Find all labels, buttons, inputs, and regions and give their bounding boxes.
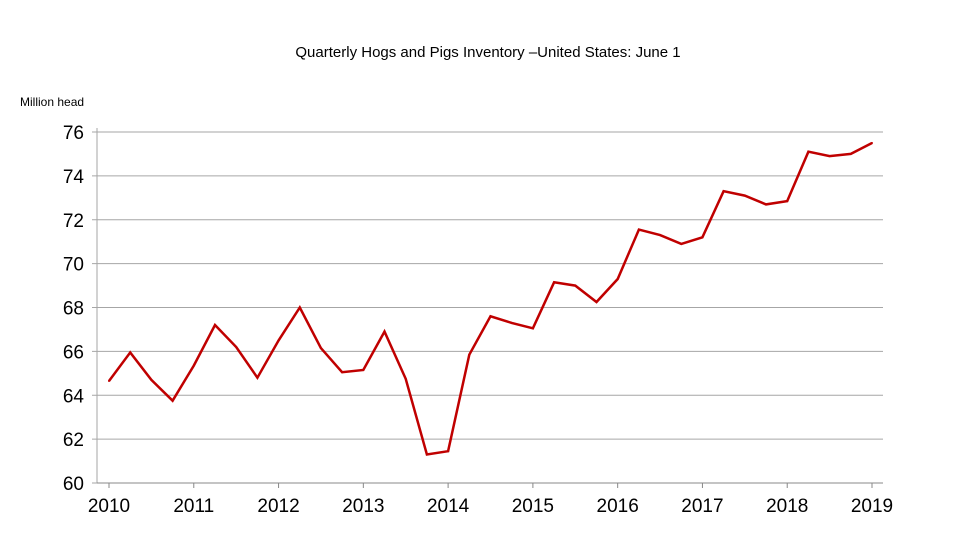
- data-point: [616, 277, 619, 280]
- x-tick-label: 2014: [427, 496, 470, 517]
- y-tick-label: 72: [63, 211, 84, 232]
- x-tick-label: 2012: [257, 496, 299, 517]
- data-point: [807, 150, 810, 153]
- data-point: [489, 315, 492, 318]
- y-tick-label: 68: [63, 299, 84, 320]
- y-tick-label: 70: [63, 255, 84, 276]
- x-tick-label: 2015: [512, 496, 554, 517]
- data-point: [256, 376, 259, 379]
- data-point: [743, 194, 746, 197]
- data-point: [637, 228, 640, 231]
- data-point: [701, 236, 704, 239]
- data-point: [871, 141, 873, 144]
- data-point: [362, 369, 365, 372]
- data-point: [786, 200, 789, 203]
- x-tick-label: 2011: [173, 496, 214, 517]
- y-tick-label: 66: [63, 342, 84, 363]
- data-point: [383, 330, 386, 333]
- data-point: [341, 371, 344, 374]
- y-tick-label: 62: [63, 430, 84, 451]
- data-point: [319, 347, 322, 350]
- data-point: [235, 345, 238, 348]
- data-point: [404, 377, 407, 380]
- data-point: [192, 364, 195, 367]
- x-tick-label: 2017: [681, 496, 723, 517]
- data-point: [298, 306, 301, 309]
- data-point: [680, 242, 683, 245]
- data-point: [171, 399, 174, 402]
- series-line: [107, 141, 873, 456]
- y-tick-label: 74: [63, 167, 85, 188]
- y-tick-label: 60: [63, 474, 84, 495]
- data-point: [659, 234, 662, 237]
- data-point: [213, 324, 216, 327]
- data-point: [129, 351, 132, 354]
- data-point: [510, 321, 513, 324]
- chart-title: Quarterly Hogs and Pigs Inventory –Unite…: [295, 44, 681, 61]
- data-point: [277, 339, 280, 342]
- data-point: [722, 190, 725, 193]
- data-point: [468, 353, 471, 356]
- x-tick-label: 2016: [597, 496, 639, 517]
- data-point: [150, 378, 153, 381]
- y-tick-label: 64: [63, 386, 85, 407]
- data-point: [595, 301, 598, 304]
- data-point: [425, 453, 428, 456]
- data-point: [553, 281, 556, 284]
- y-tick-label: 76: [63, 123, 84, 144]
- data-point: [108, 379, 110, 382]
- x-tick-label: 2018: [766, 496, 808, 517]
- data-point: [765, 203, 768, 206]
- data-point: [574, 284, 577, 287]
- data-point: [531, 327, 534, 330]
- data-point: [447, 450, 450, 453]
- y-axis-label: Million head: [20, 95, 85, 109]
- x-tick-label: 2013: [342, 496, 384, 517]
- x-tick-label: 2010: [88, 496, 130, 517]
- data-point: [849, 152, 852, 155]
- data-point: [828, 155, 831, 158]
- x-tick-label: 2019: [851, 496, 893, 517]
